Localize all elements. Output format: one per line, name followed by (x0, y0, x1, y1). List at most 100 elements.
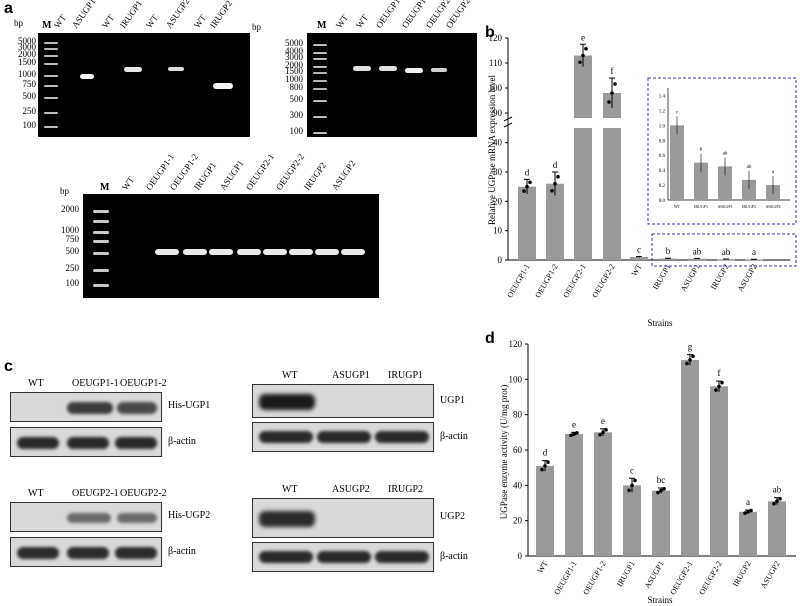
ladder-band (93, 240, 109, 243)
blot-c3-label-bottom: β-actin (168, 546, 196, 557)
bar (536, 465, 554, 556)
blot-band (117, 402, 157, 414)
gel-band (183, 249, 207, 255)
gel-band (168, 67, 184, 71)
lane-label: IRUGP2 (301, 160, 329, 192)
gel-band (209, 249, 233, 255)
gel-2-bp-label: bp (252, 22, 261, 32)
significance-letter: b (666, 246, 671, 256)
lane-label: WT (333, 12, 351, 30)
bar (688, 258, 706, 261)
y-tick-label: 40 (493, 138, 503, 148)
lane-label: WT (143, 12, 161, 30)
gel-3-bp-label: bp (60, 186, 69, 196)
inset-y-tick-label: 0.6 (659, 154, 666, 159)
lane-label: WT (191, 12, 209, 30)
blot-band (259, 431, 313, 443)
lane-label: OEUGP2-1 (243, 151, 277, 192)
data-point (662, 486, 666, 491)
inset-x-tick-label: ASUGP2 (765, 204, 780, 209)
ladder-tick-label: 4000 (285, 46, 303, 56)
significance-letter: a (752, 247, 756, 257)
ladder-band (44, 42, 58, 44)
significance-letter: f (718, 368, 721, 378)
y-tick-label: 20 (493, 196, 503, 206)
lane-label: WT (119, 174, 137, 192)
y-tick-label: 120 (509, 339, 523, 349)
ladder-band (93, 231, 109, 234)
data-point (578, 60, 582, 65)
ladder-band (93, 269, 109, 272)
ladder-band (313, 52, 327, 54)
gel-band (80, 74, 94, 79)
blot-c4-header-2: ASUGP2 (332, 484, 370, 495)
y-tick-label: 0 (498, 255, 503, 265)
ladder-band (313, 44, 327, 46)
ladder-tick-label: 750 (22, 79, 37, 89)
bar (574, 55, 592, 118)
x-tick-label: OEUGP2-1 (668, 560, 694, 597)
ladder-band (44, 48, 58, 50)
lane-label: M (100, 182, 110, 193)
y-tick-label: 110 (489, 58, 503, 68)
ladder-tick-label: 250 (65, 263, 80, 273)
ladder-band (313, 80, 327, 82)
blot-band (17, 547, 59, 559)
significance-letter: c (637, 244, 641, 254)
lane-label: IRUGP1 (117, 0, 145, 31)
significance-letter: d (525, 167, 530, 177)
blot-c2-header-2: ASUGP1 (332, 370, 370, 381)
gel-band (263, 249, 287, 255)
panel-a-letter: a (4, 0, 13, 17)
panel-d-letter: d (485, 330, 495, 347)
lane-label: ASUGP1 (217, 158, 246, 192)
x-tick-label: ASUGP2 (759, 560, 782, 591)
significance-letter: e (581, 32, 585, 42)
blot-c4-bottom (252, 542, 434, 572)
inset-y-tick-label: 0.2 (659, 184, 666, 189)
ladder-band (44, 97, 58, 99)
bar (546, 183, 564, 260)
x-axis-label: Strains (647, 595, 672, 605)
ladder-tick-label: 3000 (18, 42, 36, 52)
blot-c2-label-bottom: β-actin (440, 431, 468, 442)
lane-label: ASUGP1 (69, 0, 98, 30)
x-tick-label: OEUGP1-1 (505, 263, 531, 300)
data-point (778, 496, 782, 501)
inset-x-tick-label: IRUGP1 (694, 204, 708, 209)
ladder-tick-label: 500 (65, 246, 80, 256)
data-point (572, 432, 576, 436)
data-point (556, 174, 560, 179)
gel-band (315, 249, 339, 255)
inset-x-tick-label: IRUGP2 (742, 204, 756, 209)
ladder-tick-label: 100 (22, 120, 37, 130)
bar (717, 259, 735, 261)
data-point (772, 501, 776, 506)
bar (594, 432, 612, 556)
ladder-tick-label: 800 (289, 82, 304, 92)
data-point (522, 189, 526, 193)
data-point (604, 428, 608, 432)
x-tick-label: OEUGP1-2 (581, 560, 607, 597)
bar (659, 258, 677, 261)
blot-band (375, 431, 429, 443)
gel-band (237, 249, 261, 255)
data-point (581, 53, 585, 58)
data-point (553, 181, 557, 186)
blot-band (115, 547, 157, 559)
data-point (633, 478, 637, 483)
x-tick-label: ASUGP2 (736, 263, 759, 294)
ladder-tick-label: 1500 (18, 57, 36, 67)
ladder-band (313, 66, 327, 68)
inset-y-tick-label: 0.0 (659, 199, 666, 204)
blot-c1-top (10, 392, 162, 422)
data-point (775, 499, 779, 504)
ladder-tick-label: 2000 (285, 60, 303, 70)
blot-band (67, 547, 109, 559)
ladder-band (44, 85, 58, 87)
blot-c3-top (10, 502, 162, 532)
ladder-tick-label: 3000 (285, 52, 303, 62)
data-point (656, 490, 660, 495)
bar (518, 186, 536, 260)
significance-letter: ab (722, 247, 731, 257)
